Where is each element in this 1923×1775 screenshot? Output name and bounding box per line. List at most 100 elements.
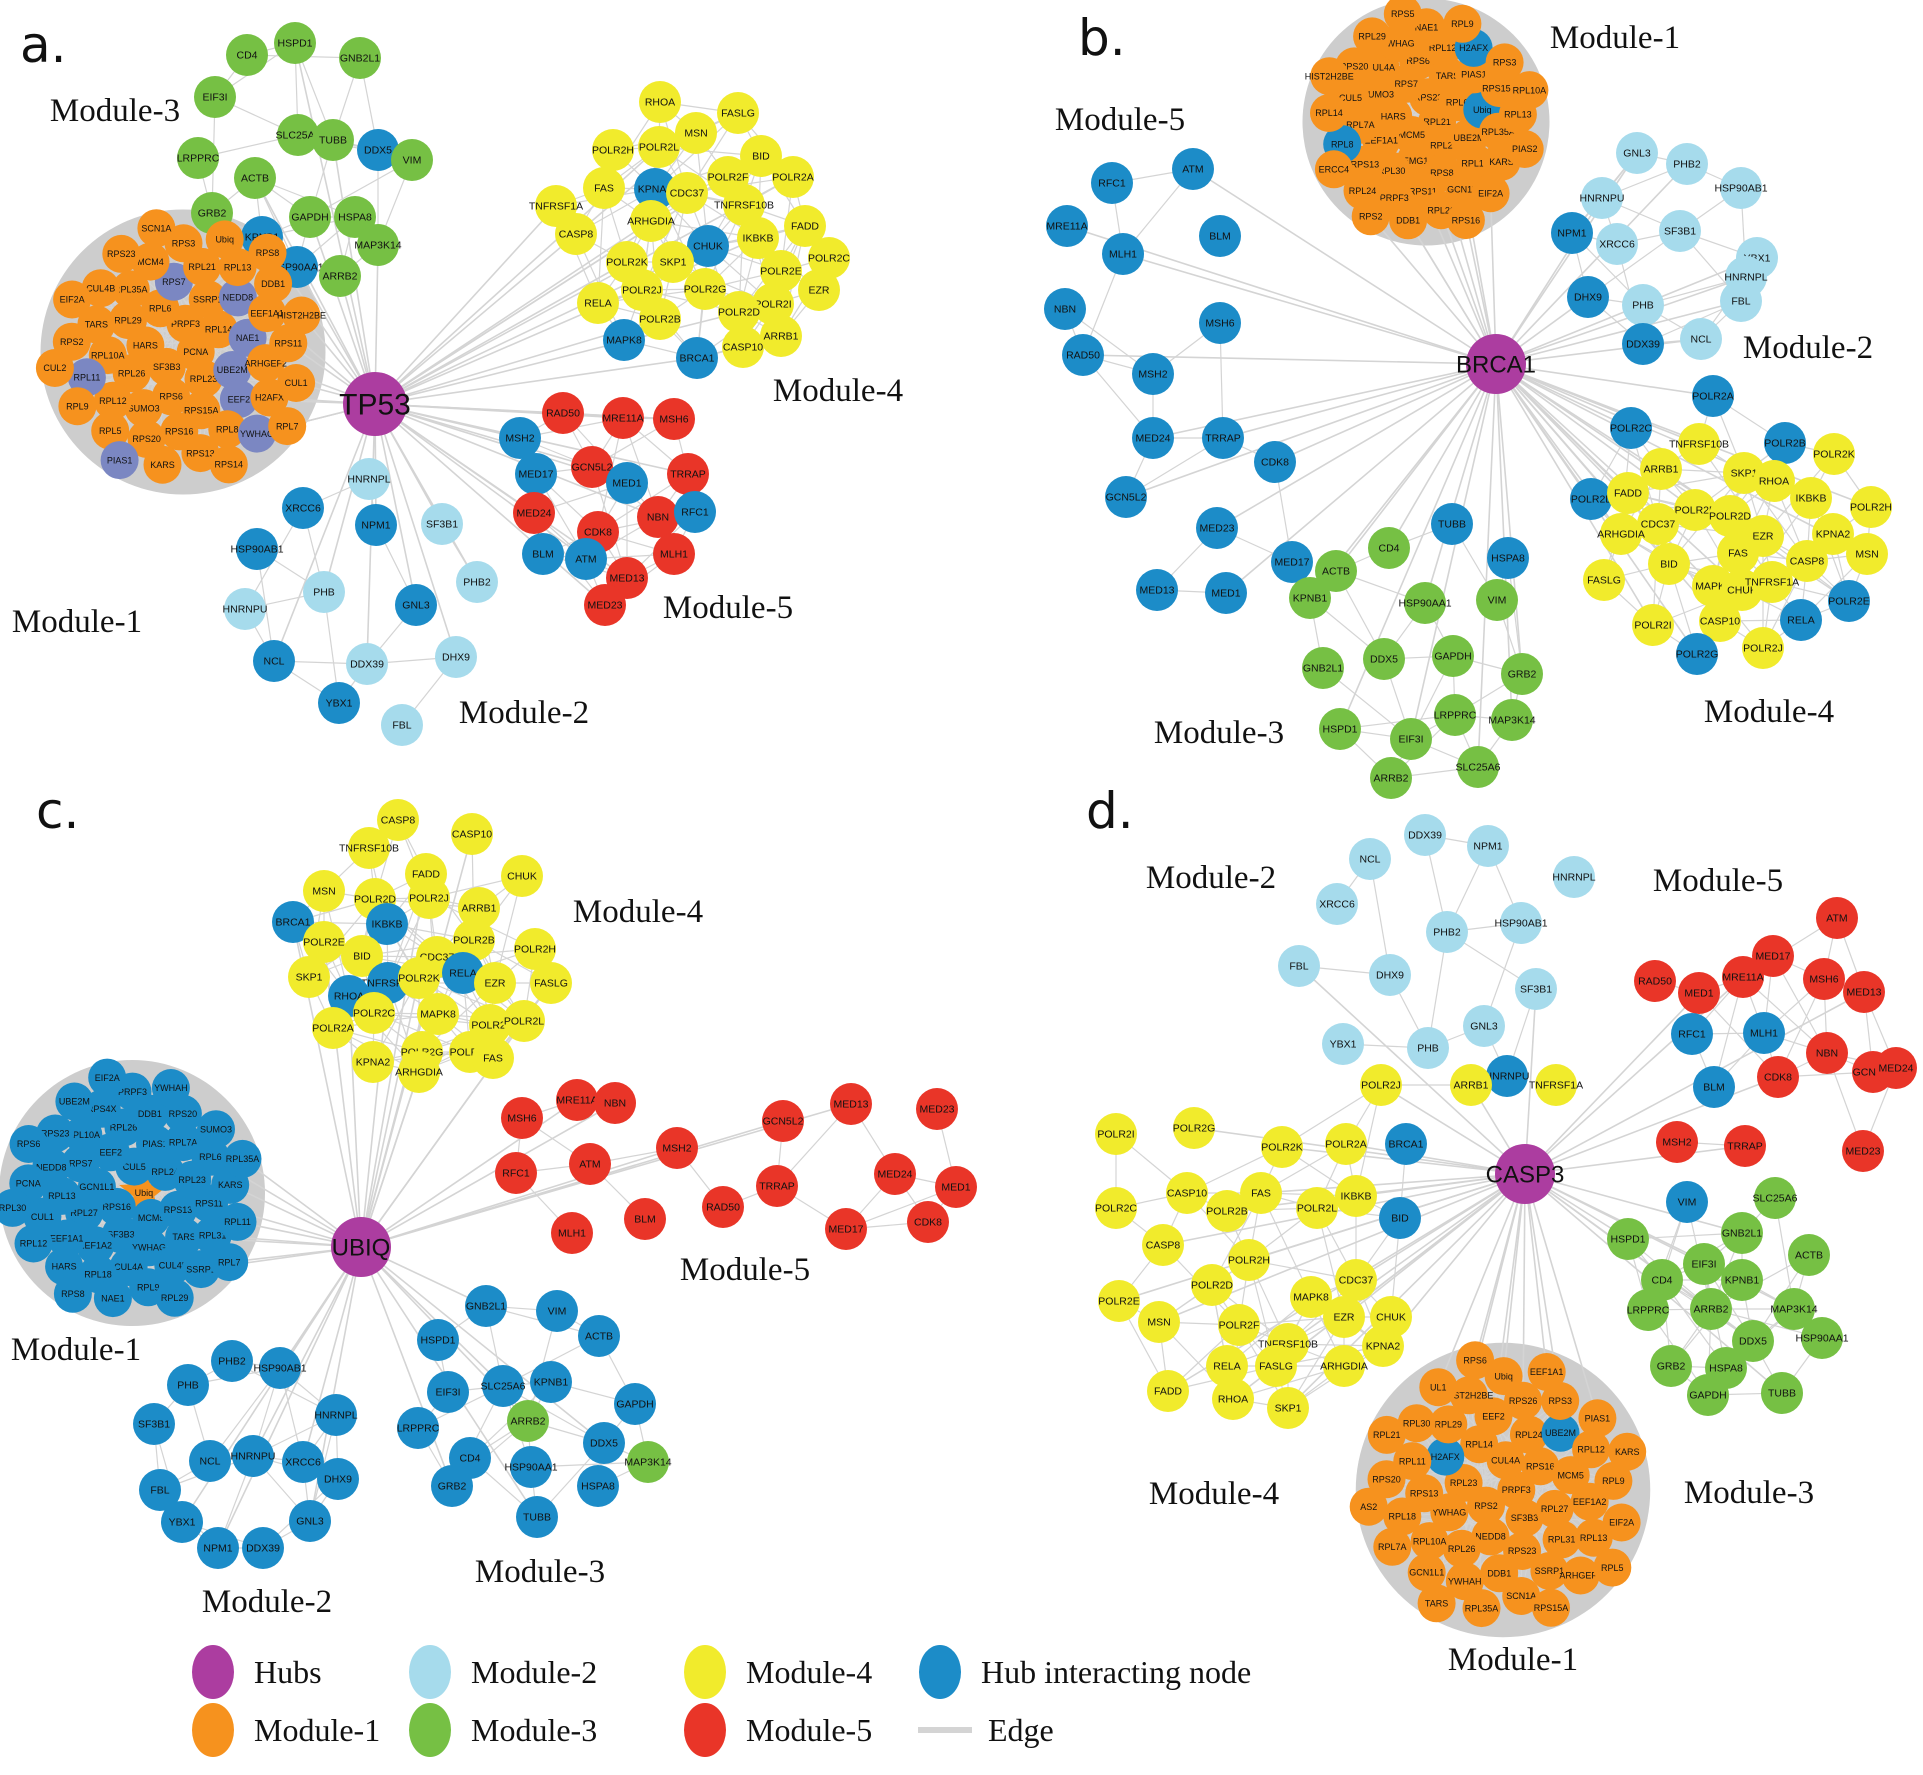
node-POLR2C[interactable] <box>353 992 395 1034</box>
node-RPL11[interactable] <box>218 1202 257 1241</box>
node-UBE2M[interactable] <box>1541 1413 1580 1452</box>
node-MED1[interactable] <box>1678 972 1720 1014</box>
node-POLR2C[interactable] <box>808 237 850 279</box>
node-EZR[interactable] <box>798 269 840 311</box>
node-POLR2B[interactable] <box>639 298 681 340</box>
node-CDC37[interactable] <box>1637 503 1679 545</box>
node-HNRNPU[interactable] <box>232 1435 274 1477</box>
node-MSH6[interactable] <box>1199 302 1241 344</box>
node-RPS8[interactable] <box>248 233 287 272</box>
node-ARRB2[interactable] <box>1370 757 1412 799</box>
node-VIM[interactable] <box>1666 1181 1708 1223</box>
node-KARS[interactable] <box>143 445 182 484</box>
node-NPM1[interactable] <box>355 504 397 546</box>
node-EEF2[interactable] <box>1474 1397 1513 1436</box>
node-ARHGDIA[interactable] <box>630 200 672 242</box>
node-SLC25A6[interactable] <box>1754 1177 1796 1219</box>
node-SCN1A[interactable] <box>137 209 176 248</box>
node-EEF2[interactable] <box>219 380 258 419</box>
node-POLR2A[interactable] <box>312 1007 354 1049</box>
node-RPL7[interactable] <box>210 1243 249 1282</box>
node-TNFRSF10B[interactable] <box>1678 423 1720 465</box>
node-MED24[interactable] <box>1875 1047 1917 1089</box>
node-HSPA8[interactable] <box>577 1465 619 1507</box>
node-HSP90AA1[interactable] <box>510 1446 552 1488</box>
node-POLR2A[interactable] <box>1325 1123 1367 1165</box>
node-CD4[interactable] <box>226 34 268 76</box>
node-RELA[interactable] <box>577 282 619 324</box>
node-RFC1[interactable] <box>1091 162 1133 204</box>
node-ACTB[interactable] <box>234 157 276 199</box>
node-RPL14[interactable] <box>1310 94 1348 132</box>
node-UL1[interactable] <box>1419 1368 1458 1407</box>
node-YBX1[interactable] <box>1322 1023 1364 1065</box>
node-CASP8[interactable] <box>1142 1224 1184 1266</box>
node-HSPD1[interactable] <box>274 22 316 64</box>
node-RPL9[interactable] <box>58 387 97 426</box>
node-PIAS2[interactable] <box>1505 130 1544 168</box>
node-GNB2L1[interactable] <box>1721 1212 1763 1254</box>
node-LRPPRC[interactable] <box>1627 1289 1669 1331</box>
node-POLR2H[interactable] <box>514 928 556 970</box>
node-RPS16[interactable] <box>1521 1447 1560 1486</box>
node-POLR2G[interactable] <box>1676 633 1718 675</box>
node-POLR2C[interactable] <box>1095 1187 1137 1229</box>
node-HNRNPU[interactable] <box>224 588 266 630</box>
node-POLR2I[interactable] <box>1632 604 1674 646</box>
node-SF3B3[interactable] <box>1505 1499 1544 1537</box>
node-EIF3I[interactable] <box>1683 1243 1725 1285</box>
node-POLR2L[interactable] <box>1296 1187 1338 1229</box>
node-VIM[interactable] <box>391 139 433 181</box>
node-POLR2A[interactable] <box>772 156 814 198</box>
node-KPNA2[interactable] <box>1812 513 1854 555</box>
node-HSPD1[interactable] <box>1607 1218 1649 1260</box>
node-MED17[interactable] <box>1271 541 1313 583</box>
node-FAS[interactable] <box>1240 1172 1282 1214</box>
node-RPL21[interactable] <box>1367 1415 1406 1454</box>
node-EIF3I[interactable] <box>194 76 236 118</box>
node-RPL35A[interactable] <box>111 270 150 309</box>
node-ACTB[interactable] <box>578 1315 620 1357</box>
node-NCL[interactable] <box>1349 838 1391 880</box>
node-NEDD8[interactable] <box>1471 1517 1510 1556</box>
node-BID[interactable] <box>740 135 782 177</box>
node-CASP8[interactable] <box>377 799 419 841</box>
node-LRPPRC[interactable] <box>397 1407 439 1449</box>
node-BRCA1[interactable] <box>676 337 718 379</box>
node-CASP10[interactable] <box>451 813 493 855</box>
node-CUL4B[interactable] <box>154 1246 193 1285</box>
node-EIF2A[interactable] <box>88 1058 127 1097</box>
node-RPL5[interactable] <box>91 411 130 450</box>
node-HSPD1[interactable] <box>1319 708 1361 750</box>
node-MSH6[interactable] <box>653 398 695 440</box>
node-XRCC6[interactable] <box>282 1441 324 1483</box>
node-NPM1[interactable] <box>1551 212 1593 254</box>
node-ARHGDIA[interactable] <box>1600 513 1642 555</box>
node-HSP90AB1[interactable] <box>1720 167 1762 209</box>
node-DDX39[interactable] <box>1404 814 1446 856</box>
node-ARRB2[interactable] <box>1690 1288 1732 1330</box>
node-GAPDH[interactable] <box>1687 1374 1729 1416</box>
node-RPL5[interactable] <box>1593 1548 1632 1587</box>
node-KPNA2[interactable] <box>352 1041 394 1083</box>
node-EZR[interactable] <box>474 962 516 1004</box>
node-FBL[interactable] <box>381 704 423 746</box>
node-DHX9[interactable] <box>317 1458 359 1500</box>
node-POLR2L[interactable] <box>503 1000 545 1042</box>
node-RPS6[interactable] <box>1456 1341 1495 1380</box>
node-POLR2G[interactable] <box>684 268 726 310</box>
node-NEDD8[interactable] <box>218 278 257 317</box>
node-SCN1A[interactable] <box>1502 1577 1541 1615</box>
node-FASLG[interactable] <box>717 92 759 134</box>
node-POLR2E[interactable] <box>1828 580 1870 622</box>
node-RPL29[interactable] <box>1353 17 1392 56</box>
node-MED24[interactable] <box>513 492 555 534</box>
node-ARHGDIA[interactable] <box>398 1051 440 1093</box>
node-PHB2[interactable] <box>1426 911 1468 953</box>
node-IKBKB[interactable] <box>366 903 408 945</box>
node-NBN[interactable] <box>1044 288 1086 330</box>
node-RPL12[interactable] <box>93 381 132 420</box>
node-MLH1[interactable] <box>551 1212 593 1254</box>
node-ATM[interactable] <box>569 1143 611 1185</box>
node-DDB1[interactable] <box>254 264 293 303</box>
